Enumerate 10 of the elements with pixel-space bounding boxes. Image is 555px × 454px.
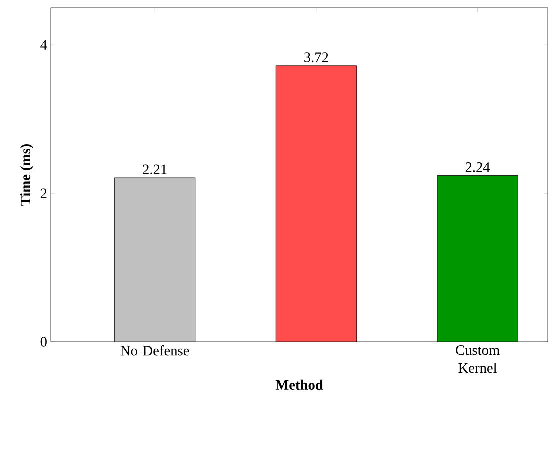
data-label: 3.72 xyxy=(304,52,328,62)
data-label: 2.24 xyxy=(466,162,490,172)
data-label: 2.21 xyxy=(143,164,167,174)
y-tick-label: 2 xyxy=(40,188,47,198)
x-tick-label: No Defense xyxy=(120,346,190,356)
x-tick-label: Custom Kernel xyxy=(456,346,500,374)
y-axis-title: Time (ms) xyxy=(20,144,34,206)
y-tick-label: 4 xyxy=(40,40,48,50)
y-tick-label: 0 xyxy=(40,337,47,347)
x-axis-title: Method xyxy=(276,380,324,390)
